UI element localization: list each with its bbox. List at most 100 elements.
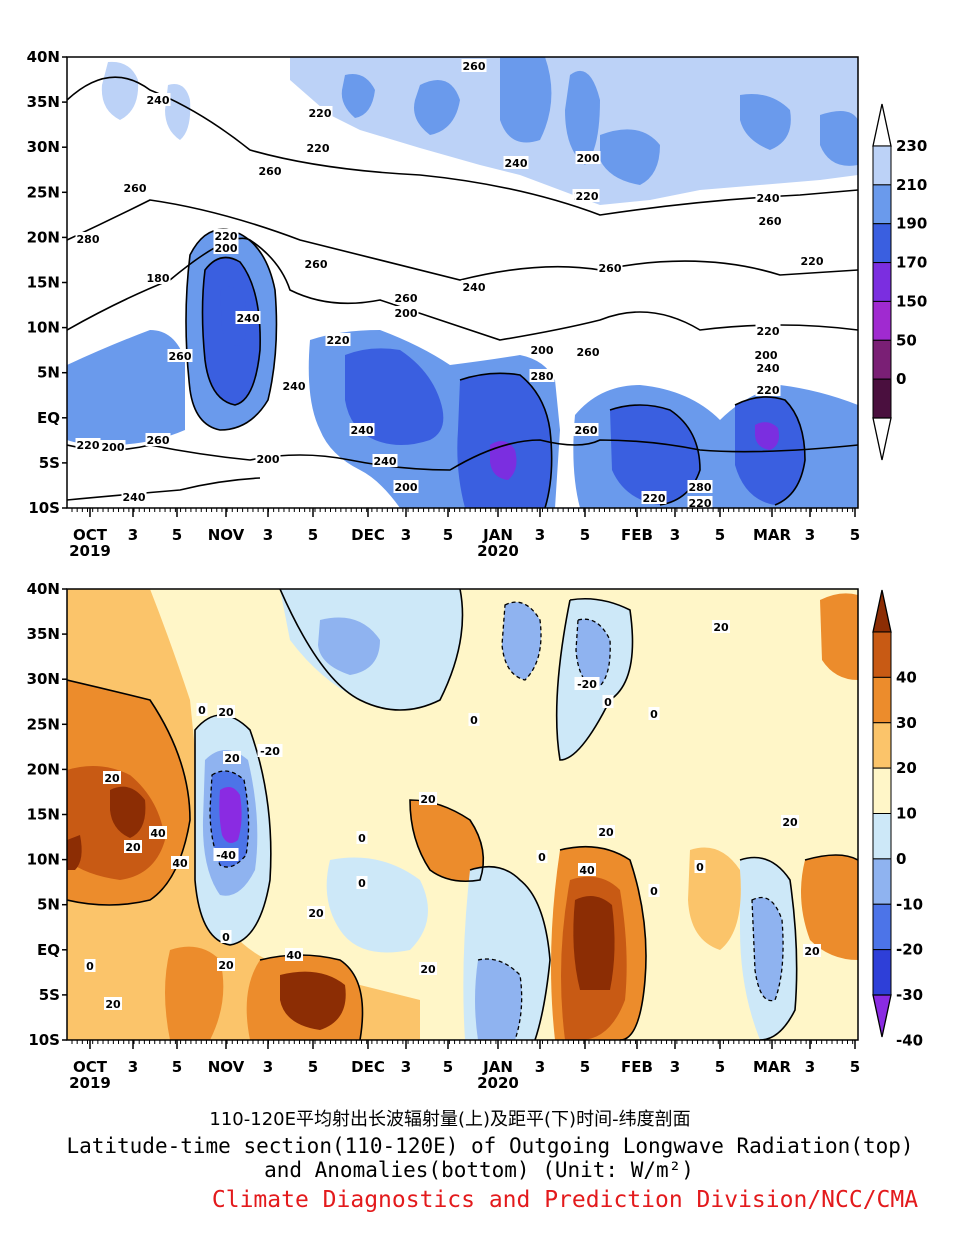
anom-fill-feb-mid-positive: [688, 847, 741, 950]
contour-label-bg: [171, 856, 189, 869]
contour-label-bg: [103, 771, 121, 784]
contour-label: 280: [531, 370, 554, 383]
contour-label: 240: [283, 380, 306, 393]
contour-label: 260: [463, 60, 486, 73]
contour-label: 20: [125, 841, 141, 854]
colorbar-swatch: [872, 262, 892, 302]
contour-label-bg: [303, 257, 329, 270]
contour-label: 40: [150, 827, 166, 840]
contour-label: 260: [124, 182, 147, 195]
contour-label: 260: [169, 350, 192, 363]
olr-fill-mar-core: [755, 422, 779, 450]
contour-label: 20: [224, 752, 240, 765]
olr-fill-jan-core: [490, 441, 517, 480]
contour-label: 0: [604, 696, 612, 709]
contour-label: 200: [531, 344, 554, 357]
x-tick-label: 5: [172, 526, 182, 544]
contour-label-bg: [121, 490, 147, 503]
colorbar-swatch: [872, 676, 892, 724]
contour-label-bg: [213, 229, 239, 242]
contour-label: 20: [598, 826, 614, 839]
contour-label: 200: [102, 441, 125, 454]
contour-label: 20: [782, 816, 798, 829]
contour-label: 0: [470, 714, 478, 727]
x-tick-label: 3: [535, 526, 545, 544]
contour-label: 220: [576, 190, 599, 203]
contour-label-bg: [461, 59, 487, 72]
contour-label-bg: [349, 423, 375, 436]
x-tick-label: FEB: [621, 526, 653, 544]
olr-fill-north-deep-7: [820, 111, 858, 166]
contour-label-bg: [235, 311, 261, 324]
contour-label: 40: [172, 857, 188, 870]
x-tick-label: 5: [715, 526, 725, 544]
contour-label: 240: [237, 312, 260, 325]
x-tick-label: 3: [401, 526, 411, 544]
y-tick-label: 5N: [37, 364, 60, 382]
contour-label: 0: [696, 861, 704, 874]
anomaly-contour-labels: 20 0 0 20 -20 20 20 40 20 40 20 -40 0 20 40 20 0 0 20 -20 0 0…: [84, 620, 821, 1011]
anom-fill-mar-positive: [801, 855, 858, 960]
x-tick-label: DEC: [351, 526, 385, 544]
contour-label: 40: [286, 949, 302, 962]
x-tick-label: NOV: [208, 526, 245, 544]
anom-fill-dec-peak: [280, 971, 346, 1030]
contour-label: 200: [395, 481, 418, 494]
olr-colorbar: 230 210 190 170 150 50 0: [872, 103, 927, 461]
contour-label-bg: [217, 705, 235, 718]
contour-label: 260: [259, 165, 282, 178]
contour-label-bg: [419, 792, 437, 805]
contour-label: 280: [77, 233, 100, 246]
colorbar-label: 230: [896, 137, 927, 155]
contour-label-bg: [149, 826, 167, 839]
contour-label-bg: [712, 620, 730, 633]
anom-fill-jan-neg-2: [475, 959, 522, 1040]
anom-fill-oct-nov-mid: [165, 946, 224, 1040]
contour-label-bg: [687, 480, 713, 493]
contour-label: 220: [215, 230, 238, 243]
olr-fill-north-pocket-2: [165, 84, 191, 140]
x-tick-label: 5: [443, 526, 453, 544]
y-tick-label: 40N: [27, 580, 60, 598]
colorbar-swatch: [872, 858, 892, 905]
y-tick-label: 35N: [27, 93, 60, 111]
contour-label-bg: [124, 840, 142, 853]
contour-label-bg: [694, 860, 706, 873]
anom-fill-feb-north-neg-2: [576, 619, 611, 690]
anom-fill-dec-mid-neg: [326, 857, 428, 953]
contour-label-bg: [641, 491, 667, 504]
contour-label-bg: [257, 164, 283, 177]
contour-label-bg: [803, 944, 821, 957]
x-tick-label: 5: [850, 526, 860, 544]
caption-english-line1: Latitude-time section(110-120E) of Outgo…: [66, 1134, 914, 1158]
colorbar-label: 0: [896, 850, 906, 868]
contour-label-bg: [104, 997, 122, 1010]
contour-label: 0: [86, 960, 94, 973]
x-year-label: 2020: [477, 542, 519, 560]
contour-label: 20: [104, 772, 120, 785]
y-tick-label: 10S: [28, 1031, 60, 1049]
colorbar-label: 40: [896, 668, 917, 686]
contour-label-bg: [529, 369, 555, 382]
contour-label-bg: [356, 831, 368, 844]
contour-label: 240: [351, 424, 374, 437]
contour-label: 20: [308, 907, 324, 920]
colorbar-extend-top: [872, 589, 892, 633]
olr-fill-north-pocket-1: [101, 61, 139, 120]
contour-label: 20: [713, 621, 729, 634]
contour-label: 260: [395, 292, 418, 305]
contour-label-bg: [755, 361, 781, 374]
contour-label-bg: [536, 850, 548, 863]
y-tick-label: EQ: [37, 409, 60, 427]
olr-fill-equatorial-band: [67, 330, 185, 445]
colorbar-label: 30: [896, 714, 917, 732]
x-tick-label: 3: [805, 1058, 815, 1076]
olr-fill-north-deep-3: [565, 70, 600, 165]
contour-label-bg: [597, 261, 623, 274]
x-year-label: 2019: [69, 542, 111, 560]
anomaly-x-axis: OCT 3 5 NOV 3 5 DEC 3 5 JAN 3 5 FEB 3 5 MAR 3 5 2019 2020: [69, 1040, 860, 1092]
contour-label-bg: [468, 713, 480, 726]
y-tick-label: 35N: [27, 625, 60, 643]
colorbar-swatch: [872, 813, 892, 860]
contour-label: 220: [77, 439, 100, 452]
